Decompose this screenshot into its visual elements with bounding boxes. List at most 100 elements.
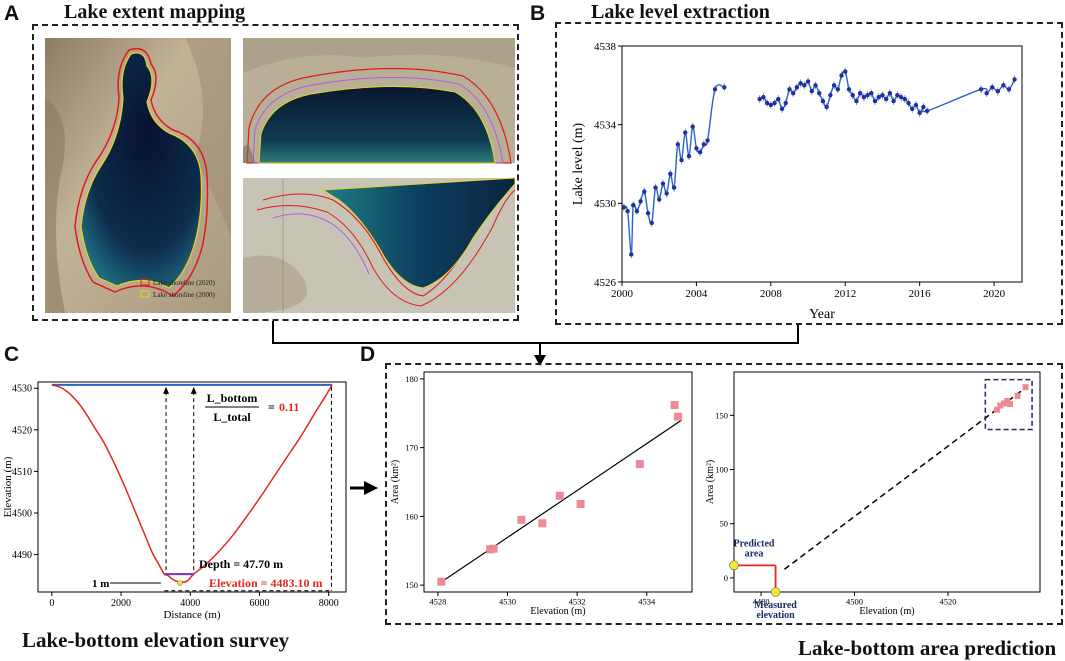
observation-square	[517, 515, 526, 524]
x-tick-label: 2004	[685, 288, 708, 300]
y-tick-label: 4534	[594, 120, 617, 132]
lake-level-point	[902, 96, 907, 102]
panel-b-frame	[555, 22, 1063, 325]
y-tick-label: 4526	[594, 277, 617, 289]
observation-square	[674, 412, 683, 421]
lake-level-point	[984, 91, 989, 96]
lake-level-point	[638, 199, 643, 204]
y-tick-label: 4500	[12, 508, 32, 519]
lake-level-point	[645, 210, 651, 216]
satellite-image-main: Lake shoreline (2020) Lake shoreline (20…	[45, 38, 231, 313]
lake-level-point	[869, 91, 874, 96]
lake-level-point	[657, 197, 662, 202]
x-tick-label: 2000	[611, 288, 634, 300]
y-tick-label: 4520	[12, 425, 32, 436]
panel-c-letter: C	[4, 343, 20, 366]
arrow-head-right	[364, 481, 378, 495]
lake-level-point	[802, 83, 807, 88]
lake-level-point	[634, 209, 640, 214]
lake-level-point	[660, 181, 666, 186]
ratio-denominator: L_total	[213, 410, 251, 424]
y-axis-label: Area (km²)	[390, 460, 401, 504]
lake-level-point	[625, 209, 630, 214]
lake-level-point	[772, 100, 777, 106]
one-m-label: 1 m	[92, 578, 109, 590]
lake-level-point	[776, 96, 781, 102]
lake-level-point	[683, 130, 688, 135]
y-tick-label: 4490	[12, 550, 32, 561]
plot-frame	[37, 381, 347, 593]
panel-a-title: Lake extent mapping	[64, 1, 246, 23]
observation-square	[437, 577, 446, 586]
observation-square	[1022, 384, 1029, 391]
lake-level-point	[898, 94, 904, 100]
lake-level-point	[1001, 83, 1006, 88]
lake-level-point	[850, 92, 855, 98]
lake-level-point	[880, 92, 885, 98]
zoom-box	[984, 378, 1033, 431]
lake-level-point	[891, 98, 896, 104]
plot-frame	[621, 45, 1023, 283]
plot-frame	[423, 371, 693, 593]
x-tick-label: 4000	[180, 598, 200, 609]
legend-a: Lake shoreline (2020) Lake shoreline (20…	[140, 278, 215, 299]
lake-level-point	[642, 189, 647, 194]
lake-level-point	[817, 91, 822, 96]
observation-square	[489, 544, 498, 553]
y-tick-label: 4530	[12, 384, 32, 395]
y-tick-label: 100	[715, 465, 728, 475]
lake-level-point	[846, 87, 852, 92]
chart-area-fit: 4528 4530 4532 4534 150 160 170 180 Elevation (m…	[390, 371, 693, 617]
arrow-head-down	[534, 355, 546, 366]
chart-area-extrapolation: 4480 4500 4520 0 50 100 150 Elevation (m) Area (…	[705, 371, 1041, 620]
x-tick-label: 8000	[319, 598, 339, 609]
elevation-label: Elevation = 4483.10 m	[209, 576, 323, 590]
chart-lake-level: 2000 2004 2008 2012 2016 2020 4526 4530 4534 4538…	[571, 41, 1023, 322]
lake-level-point	[705, 138, 710, 143]
lake-level-point	[843, 69, 848, 74]
legend-swatch-2000	[140, 290, 150, 298]
lake-level-point	[913, 102, 919, 108]
observation-square	[670, 401, 679, 409]
lake-level-point	[694, 146, 699, 151]
x-axis-label: Elevation (m)	[859, 606, 914, 617]
y-tick-label: 4510	[12, 467, 32, 478]
lake-level-point	[629, 252, 634, 257]
lake-level-point	[921, 104, 926, 110]
panel-d-letter: D	[360, 343, 376, 366]
observation-square	[1007, 400, 1014, 407]
observation-square	[576, 500, 585, 508]
lake-level-point	[757, 96, 762, 102]
y-tick-label: 0	[724, 573, 728, 583]
lake-level-point	[664, 191, 669, 196]
lake-level-point	[794, 85, 800, 90]
y-tick-label: 150	[405, 580, 418, 590]
extrapolation-line	[784, 389, 1024, 570]
guide-arrow-head	[190, 386, 197, 394]
guide-arrow-head	[163, 386, 170, 394]
ratio-equals: =	[268, 400, 275, 414]
x-tick-label: 4520	[939, 597, 956, 607]
x-tick-label: 6000	[249, 598, 269, 609]
lake-level-point	[831, 83, 837, 88]
observation-square	[997, 402, 1004, 409]
predicted-area-label-2: area	[745, 548, 764, 559]
lake-level-point	[861, 94, 867, 100]
y-axis-label: Lake level (m)	[571, 122, 586, 205]
observation-square	[538, 519, 547, 528]
y-tick-label: 160	[405, 511, 418, 521]
legend-label-2020: Lake shoreline (2020)	[153, 279, 215, 287]
chart-elevation-profile: 0 2000 4000 6000 8000 4490 4500 4510 4520 4530 Dis…	[2, 381, 347, 621]
lake-level-point	[883, 96, 889, 102]
lake-level-point	[895, 92, 900, 98]
lake-level-point	[924, 108, 930, 114]
lake-level-point	[835, 87, 841, 92]
observation-square	[635, 460, 644, 469]
measured-elevation-label: Measured	[754, 600, 797, 611]
lake-level-point	[630, 203, 636, 208]
observation-square	[1001, 400, 1008, 407]
lake-level-point	[839, 73, 844, 78]
lake-level-point	[697, 150, 703, 155]
legend-swatch-2020	[140, 278, 150, 286]
ratio-numerator: L_bottom	[207, 391, 258, 405]
